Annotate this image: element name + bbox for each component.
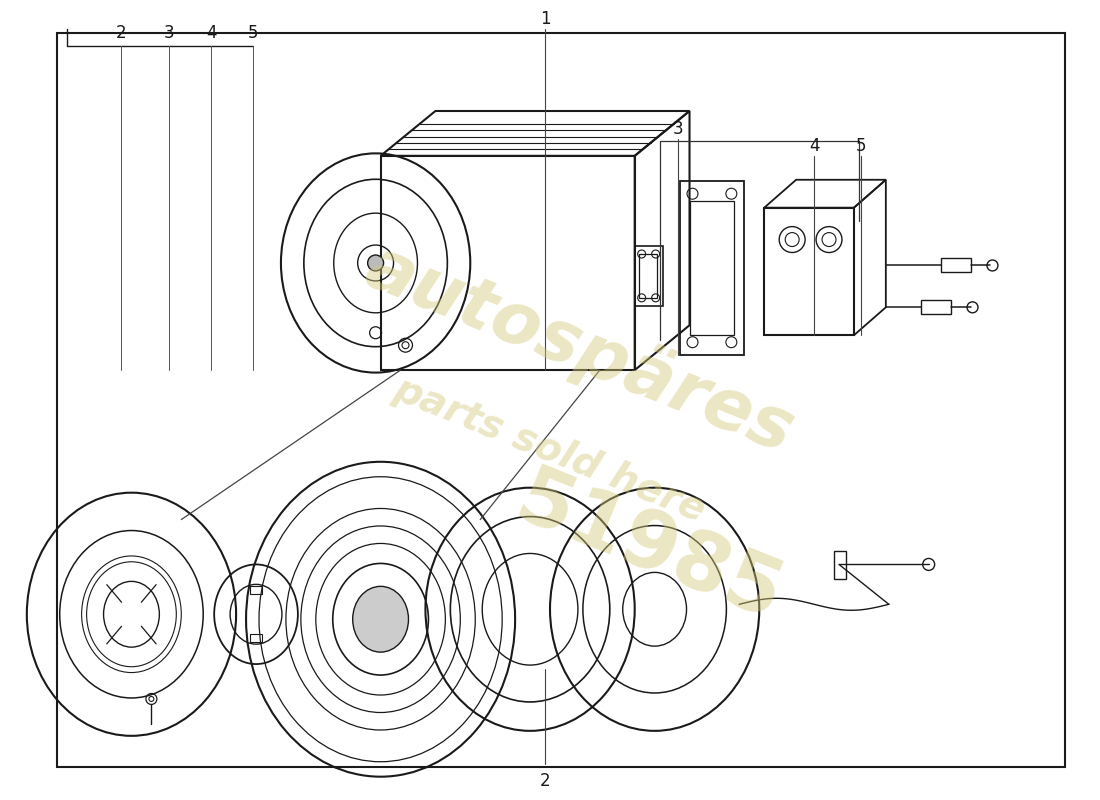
- Text: 2: 2: [117, 24, 126, 42]
- Text: 3: 3: [672, 120, 683, 138]
- Ellipse shape: [353, 586, 408, 652]
- Bar: [639, 254, 657, 298]
- Bar: [764, 208, 854, 335]
- Bar: [690, 201, 735, 335]
- Bar: [834, 551, 846, 579]
- Text: 5: 5: [856, 137, 866, 155]
- Bar: [680, 181, 745, 355]
- Circle shape: [367, 255, 384, 271]
- Text: 5: 5: [248, 24, 258, 42]
- Bar: [250, 634, 262, 642]
- Text: 2: 2: [540, 772, 550, 790]
- Bar: [250, 586, 262, 594]
- Bar: [635, 246, 662, 306]
- Bar: [921, 300, 950, 314]
- Text: 4: 4: [808, 137, 820, 155]
- Text: parts sold here: parts sold here: [388, 370, 712, 530]
- Bar: [940, 258, 970, 273]
- Bar: [381, 156, 635, 370]
- Text: 3: 3: [164, 24, 175, 42]
- Text: 51985: 51985: [505, 461, 794, 638]
- Text: 1: 1: [540, 10, 550, 28]
- Text: autospäres: autospäres: [355, 233, 804, 468]
- Text: 4: 4: [206, 24, 217, 42]
